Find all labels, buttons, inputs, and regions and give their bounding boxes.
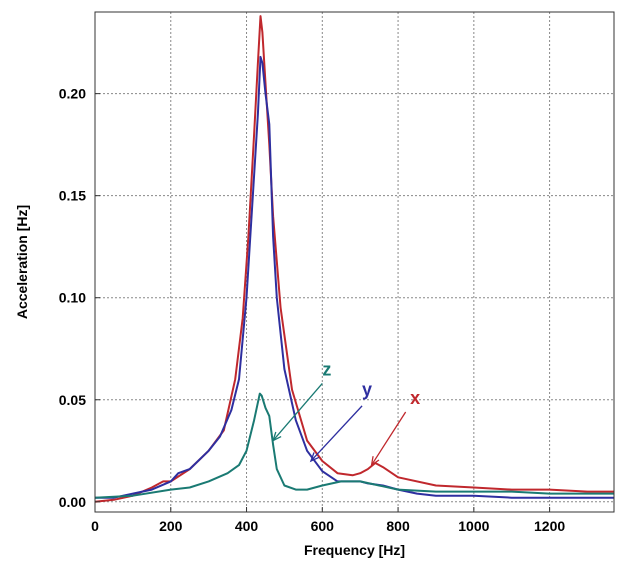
series-line-z: [94, 392, 614, 499]
y-axis-title: Acceleration [Hz]: [14, 205, 30, 319]
series-lines: [94, 15, 614, 503]
plot-frame: [94, 11, 615, 513]
series-label-z: z: [322, 359, 331, 379]
y-tick-label: 0.00: [59, 494, 86, 510]
x-tick-label: 0: [91, 518, 99, 534]
y-axis-ticks: 0.00 0.05 0.10 0.15 0.20: [59, 86, 100, 510]
y-tick-label: 0.20: [59, 86, 86, 102]
y-tick-label: 0.15: [59, 188, 86, 204]
series-label-y: y: [362, 380, 372, 400]
annotation-arrow-z: [272, 383, 323, 441]
x-tick-label: 600: [311, 518, 335, 534]
x-tick-label: 400: [235, 518, 259, 534]
x-tick-label: 1000: [458, 518, 489, 534]
series-line-x: [94, 15, 614, 503]
x-axis-title: Frequency [Hz]: [304, 542, 405, 558]
x-tick-label: 800: [386, 518, 410, 534]
annotation-arrowhead-y: [309, 452, 320, 463]
x-axis-ticks: 0 200 400 600 800 1000 1200: [91, 507, 565, 534]
grid-lines: [95, 12, 614, 512]
series-label-x: x: [410, 388, 420, 408]
annotation-arrowhead-x: [370, 456, 380, 467]
annotation-arrowhead-z: [271, 431, 282, 442]
annotation-arrow-x: [371, 411, 407, 466]
annotation-arrow-y: [310, 405, 363, 462]
series-annotations: x y z: [271, 359, 420, 467]
y-tick-label: 0.05: [59, 392, 86, 408]
x-tick-label: 200: [159, 518, 183, 534]
x-tick-label: 1200: [534, 518, 565, 534]
y-tick-label: 0.10: [59, 290, 86, 306]
series-line-y: [95, 55, 614, 499]
